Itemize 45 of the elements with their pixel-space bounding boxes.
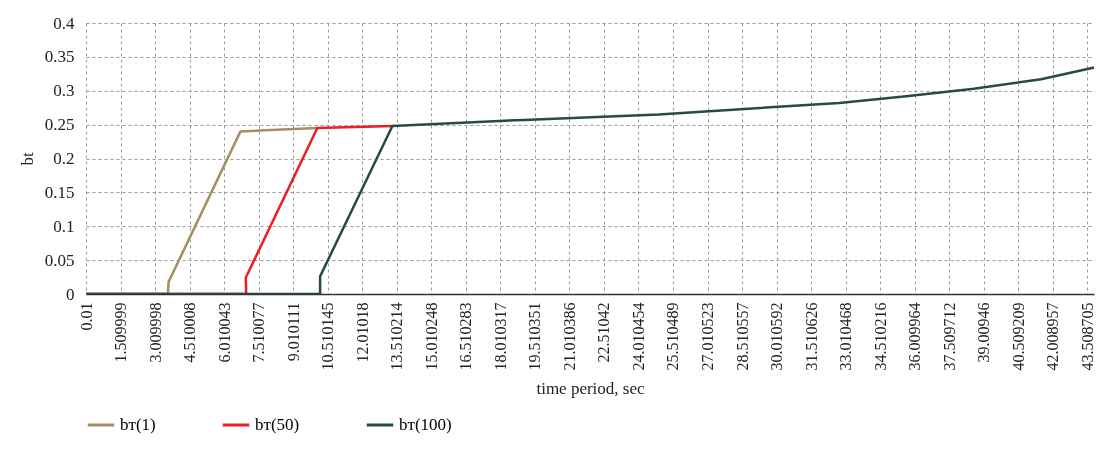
- x-tick-label: 36.009964: [906, 302, 924, 371]
- x-tick-label: 22.51042: [595, 302, 613, 363]
- x-tick-label: 43.508705: [1078, 302, 1096, 371]
- x-tick-label: 28.510557: [733, 302, 751, 371]
- y-tick-label: 0.4: [53, 13, 75, 33]
- x-axis-title: time period, sec: [536, 378, 645, 398]
- x-tick-label: 30.010592: [768, 302, 786, 371]
- x-tick-label: 18.010317: [491, 302, 509, 371]
- x-tick-label: 6.010043: [215, 302, 233, 363]
- x-tick-label: 25.510489: [664, 302, 682, 371]
- x-tick-label: 1.509999: [112, 302, 130, 363]
- y-tick-label: 0.3: [53, 81, 75, 101]
- x-tick-label: 31.510626: [802, 302, 820, 371]
- y-tick-label: 0.1: [53, 216, 75, 236]
- legend-label: bт(50): [255, 415, 300, 434]
- y-axis-title: bt: [17, 152, 37, 166]
- x-tick-label: 16.510283: [457, 302, 475, 371]
- y-tick-label: 0.05: [44, 250, 75, 270]
- x-tick-label: 40.509209: [1009, 302, 1027, 371]
- line-series: [86, 66, 1094, 294]
- x-tick-label: 39.00946: [975, 302, 993, 363]
- legend-label: bт(1): [120, 415, 156, 434]
- x-tick-label: 24.010454: [629, 302, 647, 371]
- x-tick-label: 12.01018: [353, 302, 371, 363]
- y-tick-label: 0.15: [44, 182, 75, 202]
- y-tick-label: 0.25: [44, 115, 75, 135]
- x-tick-label: 4.510008: [181, 302, 199, 363]
- x-tick-label: 34.510216: [871, 302, 889, 371]
- y-tick-label: 0.35: [44, 47, 75, 67]
- x-tick-label: 21.010386: [560, 302, 578, 371]
- x-tick-label: 9.010111: [284, 302, 302, 362]
- x-tick-label: 7.510077: [250, 302, 268, 363]
- x-tick-label: 42.008957: [1044, 302, 1062, 371]
- x-tick-label: 37.509712: [940, 302, 958, 371]
- legend-label: bт(100): [399, 415, 452, 434]
- x-tick-label: 10.510145: [319, 302, 337, 371]
- y-tick-label: 0.2: [53, 149, 75, 168]
- x-tick-label: 0.01: [77, 302, 95, 331]
- x-tick-label: 19.510351: [526, 302, 544, 371]
- y-tick-label: 0: [66, 284, 75, 304]
- x-tick-label: 3.009998: [146, 302, 164, 363]
- x-tick-label: 15.010248: [422, 302, 440, 371]
- x-tick-label: 33.010468: [837, 302, 855, 371]
- x-tick-label: 27.010523: [699, 302, 717, 371]
- x-tick-label: 13.510214: [388, 302, 406, 371]
